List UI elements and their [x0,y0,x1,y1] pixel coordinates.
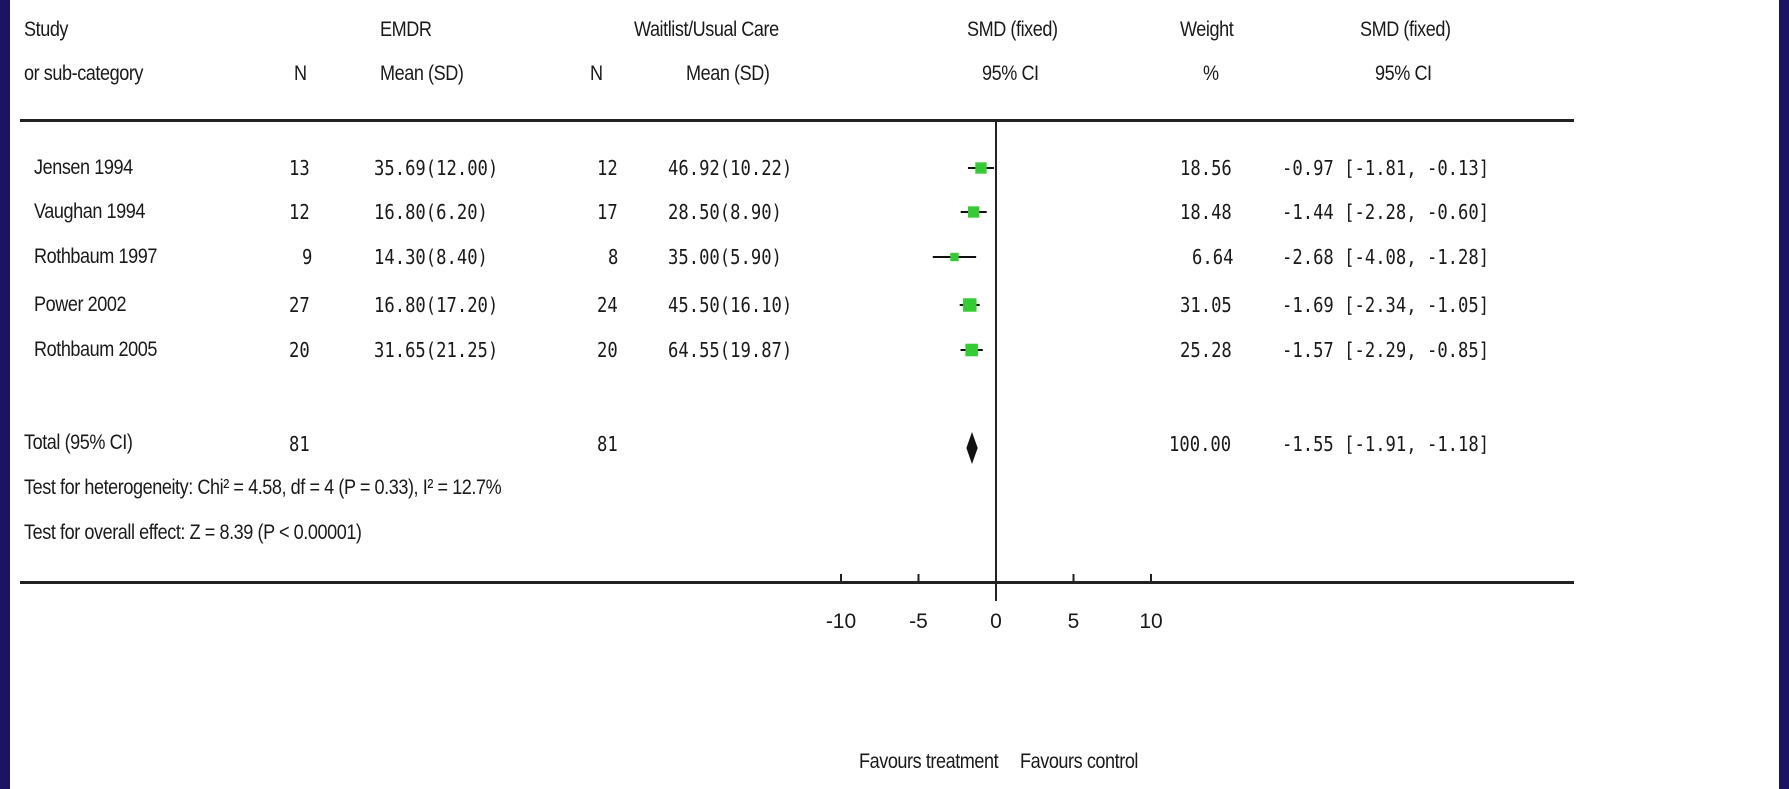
n-group2: 24 [597,293,618,317]
study-marker [950,252,959,262]
forest-plot: -10 -5 0 5 10 [826,119,1163,633]
header-ci-2: 95% CI [1375,62,1432,85]
header-group1: EMDR [380,18,432,41]
study-name: Rothbaum 2005 [34,338,157,361]
study-marker [963,298,977,312]
heterogeneity-test: Test for heterogeneity: Chi² = 4.58, df … [24,476,502,499]
header-weight-unit: % [1203,62,1219,85]
total-weight: 100.00 [1169,432,1232,456]
weight-value: 18.56 [1180,156,1232,180]
axis-tick-label: 10 [1139,610,1162,633]
study-marker [968,206,980,218]
smd-ci-value: -1.69 [-2.34, -1.05] [1282,293,1490,317]
mean-sd-group1: 35.69(12.00) [374,156,499,180]
total-n-group1: 81 [289,432,310,456]
study-name: Vaughan 1994 [34,200,146,223]
n-group1: 27 [289,293,310,317]
axis-tick-label: 0 [990,610,1002,633]
smd-ci-value: -0.97 [-1.81, -0.13] [1282,156,1490,180]
total-diamond [966,432,978,464]
total-smd-ci: -1.55 [-1.91, -1.18] [1282,432,1490,456]
mean-sd-group1: 16.80(17.20) [374,293,499,317]
study-name: Rothbaum 1997 [34,245,157,268]
smd-ci-value: -2.68 [-4.08, -1.28] [1282,245,1490,269]
axis-tick-label: 5 [1068,610,1080,633]
favours-treatment-label: Favours treatment [859,750,999,773]
overall-effect-test: Test for overall effect: Z = 8.39 (P < 0… [24,521,362,544]
header-group2: Waitlist/Usual Care [634,18,779,41]
mean-sd-group2: 35.00(5.90) [668,245,782,269]
n-group1: 12 [289,200,310,224]
study-name: Power 2002 [34,293,127,316]
weight-value: 25.28 [1180,338,1232,362]
n-group2: 20 [597,338,618,362]
axis-tick-label: -5 [909,610,928,633]
n-group2: 12 [597,156,618,180]
header-divider [20,119,1574,122]
n-group1: 20 [289,338,310,362]
mean-sd-group2: 28.50(8.90) [668,200,782,224]
mean-sd-group2: 64.55(19.87) [668,338,793,362]
total-label: Total (95% CI) [24,431,133,454]
smd-ci-value: -1.44 [-2.28, -0.60] [1282,200,1490,224]
header-study: Study [24,18,69,41]
total-n-group2: 81 [597,432,618,456]
study-name: Jensen 1994 [34,156,133,179]
study-marker [965,343,978,357]
header-effect: SMD (fixed) [967,18,1058,41]
n-group2: 17 [597,200,618,224]
mean-sd-group1: 31.65(21.25) [374,338,499,362]
mean-sd-group1: 16.80(6.20) [374,200,488,224]
mean-sd-group2: 46.92(10.22) [668,156,793,180]
n-group1: 9 [302,245,313,269]
weight-value: 18.48 [1180,200,1232,224]
study-marker [975,162,987,174]
header-mean-sd-group1: Mean (SD) [380,62,464,85]
axis-tick-label: -10 [826,610,856,633]
header-weight: Weight [1180,18,1234,41]
header-ci: 95% CI [982,62,1039,85]
weight-value: 6.64 [1192,245,1234,269]
header-subcategory: or sub-category [24,62,144,85]
weight-value: 31.05 [1180,293,1232,317]
mean-sd-group1: 14.30(8.40) [374,245,488,269]
n-group2: 8 [608,245,619,269]
smd-ci-value: -1.57 [-2.29, -0.85] [1282,338,1490,362]
mean-sd-group2: 45.50(16.10) [668,293,793,317]
header-n-group2: N [590,62,603,85]
header-n-group1: N [294,62,307,85]
favours-control-label: Favours control [1020,750,1139,773]
footer-divider [20,581,1574,584]
header-mean-sd-group2: Mean (SD) [686,62,770,85]
n-group1: 13 [289,156,310,180]
header-effect-2: SMD (fixed) [1360,18,1451,41]
